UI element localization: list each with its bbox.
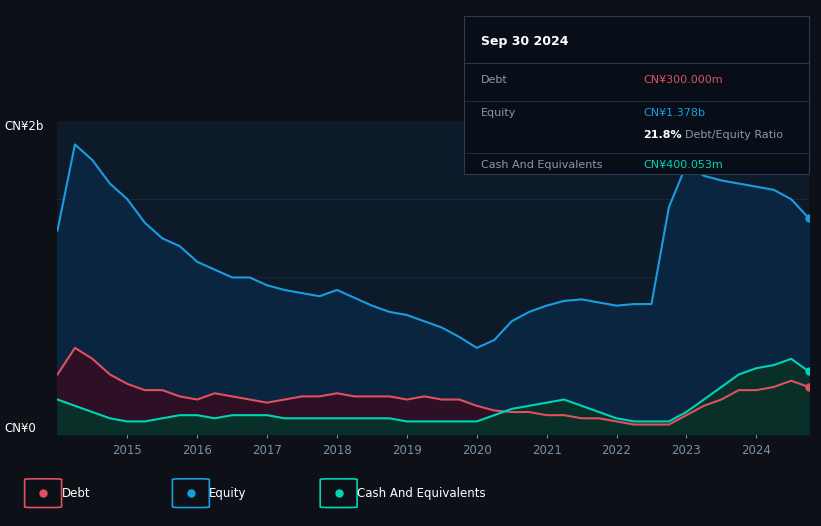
Text: CN¥1.378b: CN¥1.378b: [643, 108, 705, 118]
Text: Debt: Debt: [481, 75, 508, 85]
Text: 21.8%: 21.8%: [643, 130, 681, 140]
Text: CN¥0: CN¥0: [4, 422, 36, 435]
Text: CN¥300.000m: CN¥300.000m: [643, 75, 722, 85]
FancyBboxPatch shape: [320, 479, 357, 508]
Text: CN¥400.053m: CN¥400.053m: [643, 160, 723, 170]
FancyBboxPatch shape: [25, 479, 62, 508]
Text: Sep 30 2024: Sep 30 2024: [481, 35, 569, 48]
Text: Cash And Equivalents: Cash And Equivalents: [481, 160, 603, 170]
Text: Equity: Equity: [209, 487, 247, 500]
FancyBboxPatch shape: [172, 479, 209, 508]
Text: CN¥2b: CN¥2b: [4, 120, 44, 133]
Text: Equity: Equity: [481, 108, 516, 118]
Text: Debt/Equity Ratio: Debt/Equity Ratio: [685, 130, 782, 140]
Text: Debt: Debt: [62, 487, 90, 500]
Text: Cash And Equivalents: Cash And Equivalents: [357, 487, 486, 500]
